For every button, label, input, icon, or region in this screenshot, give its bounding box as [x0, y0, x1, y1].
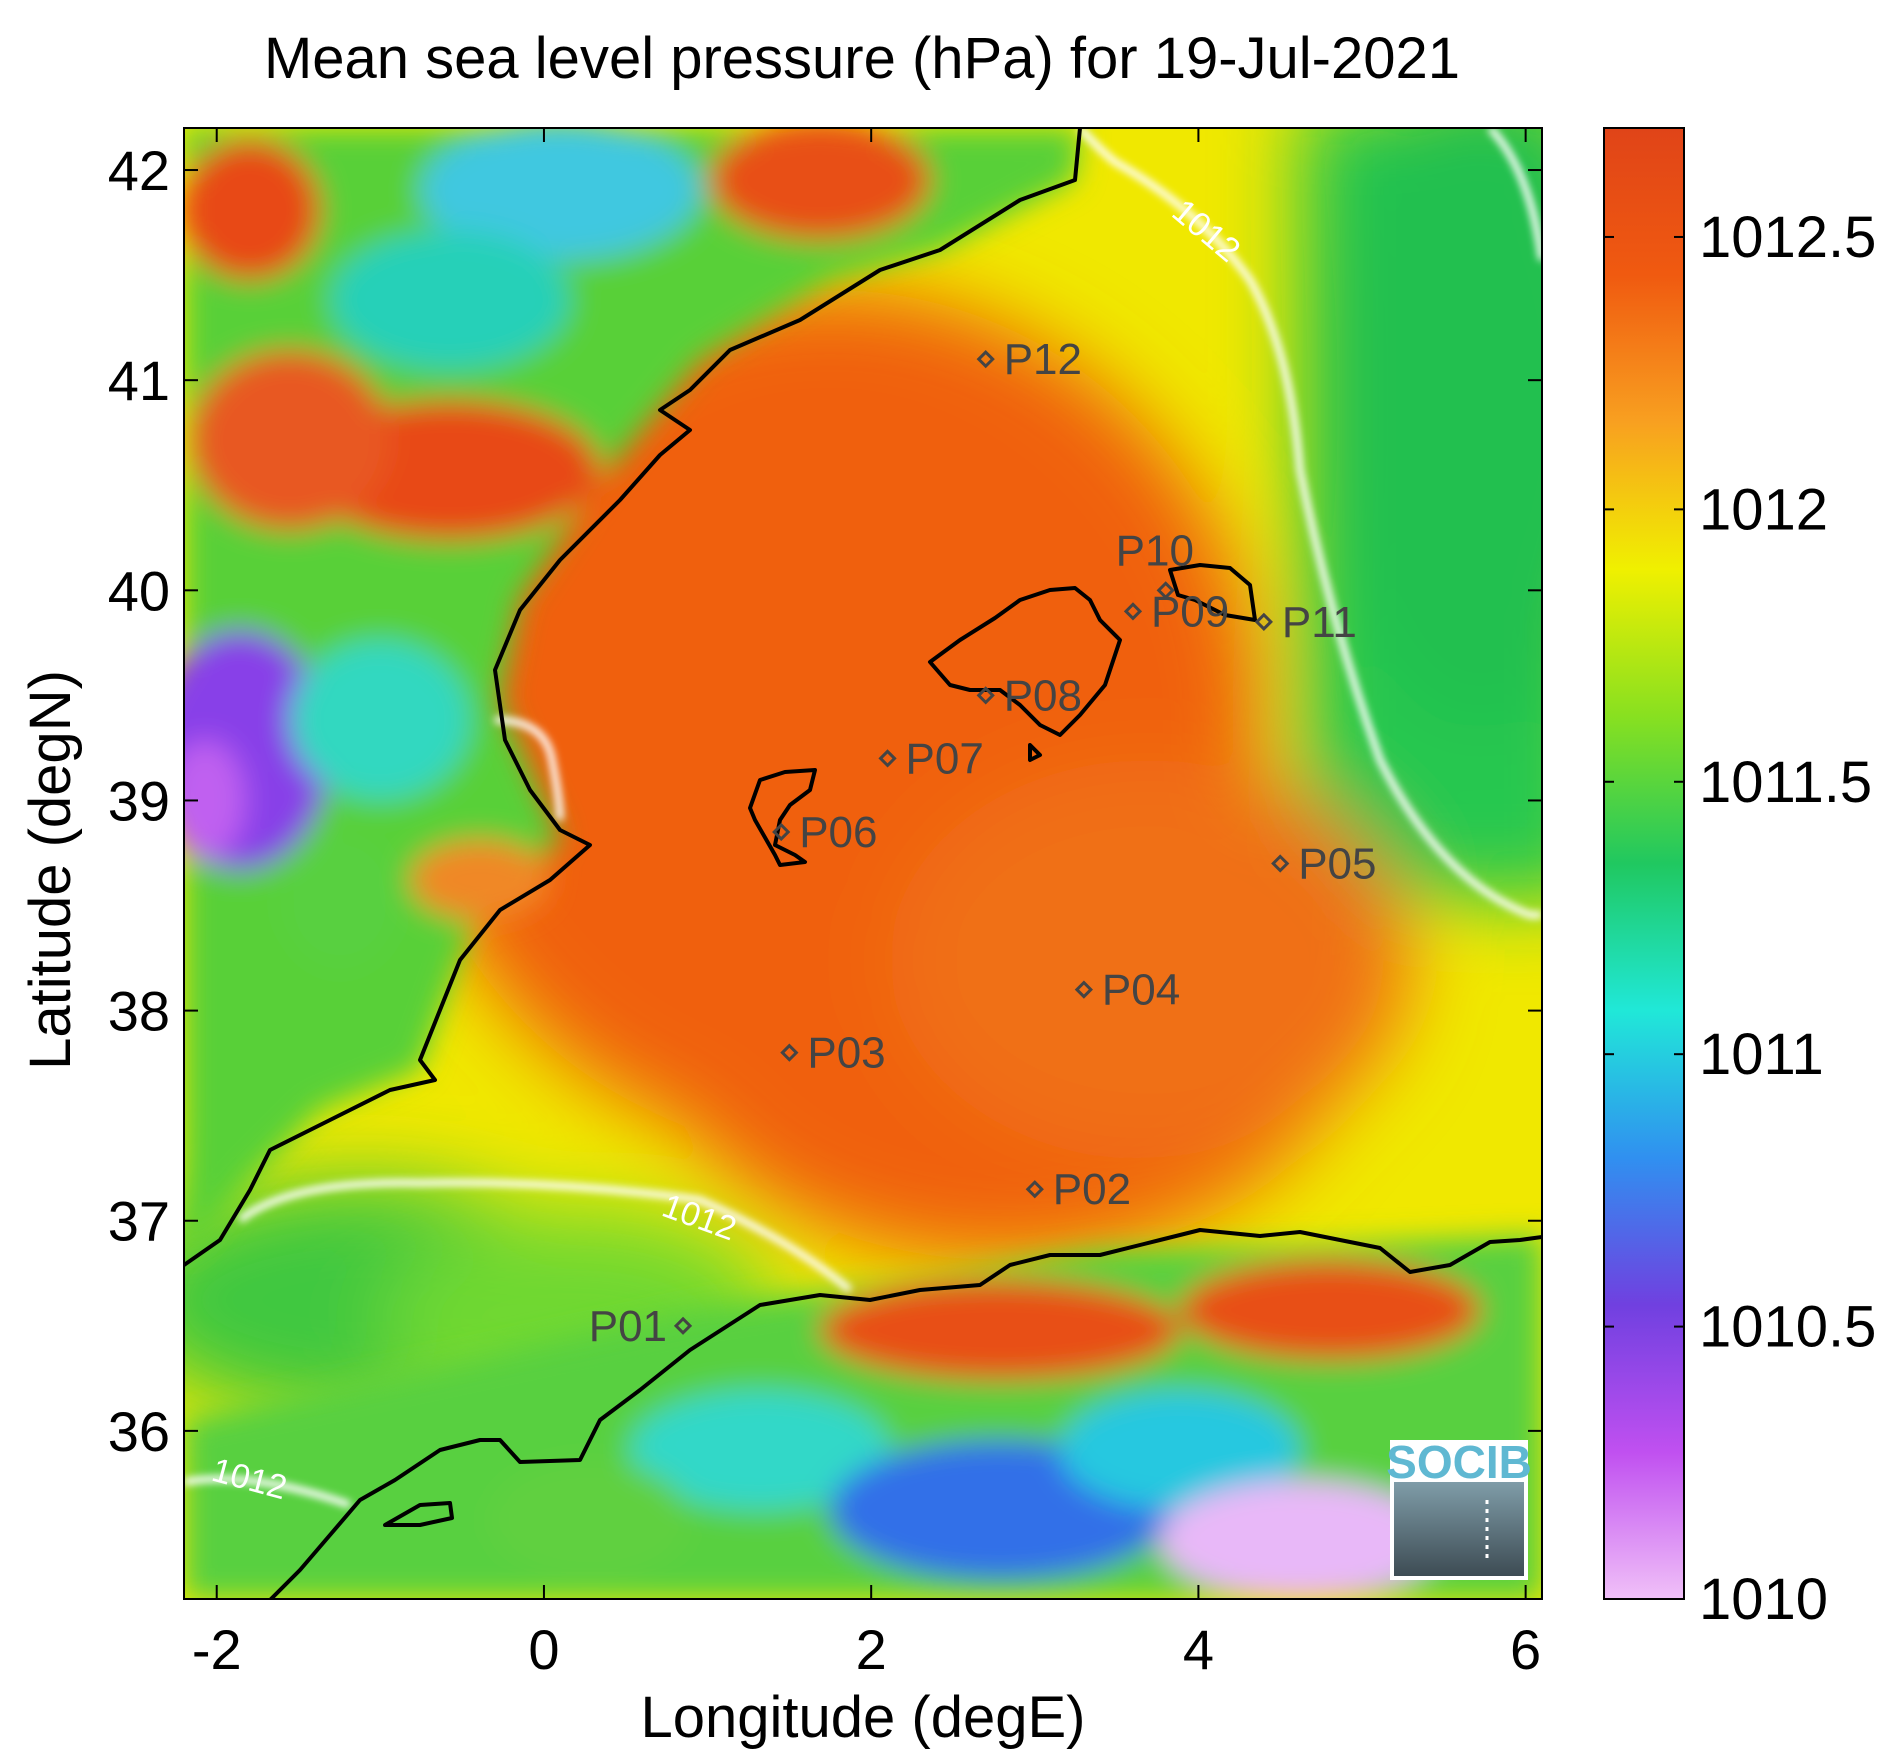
colorbar-tick-label: 1012 — [1699, 477, 1828, 542]
x-tick-label: 6 — [1510, 1618, 1541, 1681]
y-tick-label: 39 — [108, 769, 170, 832]
contour-1012 — [184, 128, 1542, 1509]
station-marker — [1156, 581, 1175, 600]
station-marker — [1123, 602, 1143, 621]
station-label: P11 — [1282, 598, 1357, 647]
contour-line-south — [237, 1179, 853, 1293]
station-label: P07 — [906, 734, 984, 783]
y-axis: 36 37 38 39 40 41 42 — [108, 139, 1542, 1463]
plot-frame — [183, 127, 1543, 1600]
x-tick-label: 2 — [856, 1618, 887, 1681]
logo-text: SOCIB — [1386, 1436, 1532, 1488]
station-marker — [976, 350, 995, 369]
station-marker — [772, 822, 791, 842]
mallorca-coast — [928, 586, 1122, 737]
station-label: P02 — [1053, 1165, 1131, 1214]
y-tick-label: 38 — [108, 980, 170, 1043]
colorbar-tick-label: 1011 — [1699, 1022, 1824, 1087]
colorbar-tick-label: 1010.5 — [1699, 1295, 1876, 1360]
colorbar: 1010 1010.5 1011 1011.5 1012 1012.5 — [1603, 127, 1876, 1632]
y-tick-label: 37 — [108, 1190, 170, 1253]
station-label: P06 — [799, 808, 877, 857]
map-plot-area: 1012 1012 1012 P01P02P03P04P05P06P07P08P… — [184, 128, 1542, 1599]
station-label: P04 — [1102, 966, 1180, 1015]
logo-header — [1392, 1442, 1526, 1482]
x-tick-label: -2 — [192, 1618, 242, 1681]
y-tick-label: 40 — [108, 559, 170, 622]
cabrera-coast — [1028, 743, 1042, 762]
station-marker — [673, 1316, 693, 1335]
socib-logo: SOCIB — [1386, 1436, 1532, 1580]
station-marker — [976, 686, 995, 705]
y-axis-label: Latitude (degN) — [18, 670, 83, 1070]
station-label: P05 — [1298, 840, 1376, 889]
station-label: P10 — [1116, 526, 1194, 575]
station-marker — [1074, 980, 1094, 999]
station-marker — [780, 1043, 799, 1062]
station-label: P03 — [807, 1029, 885, 1078]
x-tick-label: 0 — [528, 1618, 559, 1681]
station-label: P12 — [1004, 335, 1082, 384]
contour-line-southwest — [184, 1475, 352, 1509]
iberian-coastline — [184, 128, 1082, 1267]
menorca-coast — [1168, 563, 1257, 622]
contour-line-east — [1077, 128, 1542, 919]
land-pressure-field — [184, 128, 1542, 1599]
station-marker — [1271, 854, 1290, 873]
x-axis-label: Longitude (degE) — [641, 1685, 1086, 1750]
y-tick-label: 36 — [108, 1400, 170, 1463]
contour-line-coast — [494, 716, 564, 821]
station-marker — [1025, 1180, 1044, 1199]
contour-line-northeast — [1487, 128, 1542, 261]
station-label: P01 — [589, 1302, 667, 1351]
coastline — [184, 128, 1542, 1599]
y-tick-label: 42 — [108, 139, 170, 202]
x-axis: -2 0 2 4 6 — [192, 128, 1541, 1681]
chart-title: Mean sea level pressure (hPa) for 19-Jul… — [264, 26, 1460, 91]
alboran-coast — [383, 1501, 454, 1527]
colorbar-tick-label: 1012.5 — [1699, 205, 1876, 270]
sea-pressure-field — [184, 128, 1542, 1430]
station-label: P08 — [1004, 671, 1082, 720]
north-africa-coastline — [268, 1228, 1542, 1599]
x-tick-label: 4 — [1183, 1618, 1214, 1681]
ibiza-coast — [748, 768, 817, 867]
colorbar-ticks: 1010 1010.5 1011 1011.5 1012 1012.5 — [1604, 205, 1876, 1632]
colorbar-tick-label: 1010 — [1699, 1567, 1828, 1632]
y-tick-label: 41 — [108, 349, 170, 412]
station-marker — [878, 749, 897, 768]
colorbar-ramp — [1603, 127, 1685, 1600]
colorbar-tick-label: 1011.5 — [1699, 750, 1872, 815]
station-marker — [1254, 612, 1273, 631]
